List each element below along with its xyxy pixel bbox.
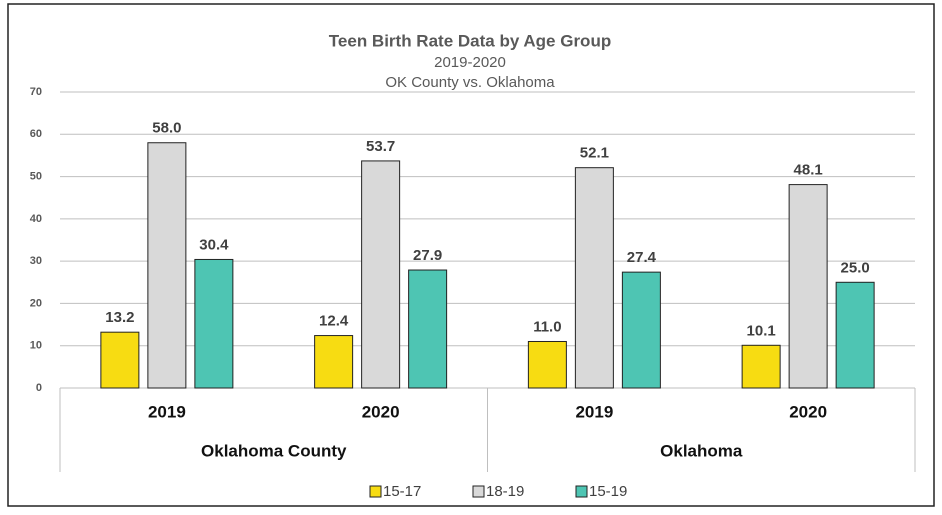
y-tick-label: 0 xyxy=(36,382,42,394)
data-label: 27.4 xyxy=(627,249,657,266)
x-tick-label: 2020 xyxy=(789,402,827,421)
y-tick-label: 60 xyxy=(30,128,42,140)
legend-label: 15-19 xyxy=(589,483,627,500)
bar xyxy=(314,335,354,389)
bar xyxy=(574,167,614,389)
y-tick-label: 10 xyxy=(30,340,42,352)
y-tick-label: 20 xyxy=(30,297,42,309)
data-label: 25.0 xyxy=(841,259,870,276)
chart-title: Teen Birth Rate Data by Age Group xyxy=(329,31,611,50)
data-label: 12.4 xyxy=(319,313,349,330)
legend-swatch xyxy=(369,485,382,498)
bar xyxy=(361,160,401,389)
data-label: 30.4 xyxy=(199,236,229,253)
legend-label: 15-17 xyxy=(383,483,421,500)
bar xyxy=(621,271,661,389)
y-tick-label: 50 xyxy=(30,170,42,182)
data-label: 10.1 xyxy=(747,322,776,339)
legend-swatch xyxy=(472,485,485,498)
bar xyxy=(100,331,140,389)
x-tick-label: 2020 xyxy=(362,402,400,421)
data-label: 48.1 xyxy=(794,162,823,179)
x-tick-label: 2019 xyxy=(575,402,613,421)
chart-subtitle: 2019-2020 xyxy=(434,54,506,71)
group-label: Oklahoma County xyxy=(201,441,347,460)
legend-swatch xyxy=(575,485,588,498)
bar xyxy=(194,258,234,389)
bar xyxy=(835,281,875,389)
bar xyxy=(527,340,567,389)
bar xyxy=(788,184,828,389)
legend-label: 18-19 xyxy=(486,483,524,500)
data-label: 58.0 xyxy=(152,120,181,137)
group-label: Oklahoma xyxy=(660,441,743,460)
data-label: 13.2 xyxy=(105,309,134,326)
bar xyxy=(147,142,187,389)
y-tick-label: 30 xyxy=(30,255,42,267)
y-tick-label: 70 xyxy=(30,86,42,98)
bar xyxy=(741,344,781,389)
x-tick-label: 2019 xyxy=(148,402,186,421)
data-label: 53.7 xyxy=(366,138,395,155)
data-label: 11.0 xyxy=(533,318,561,335)
y-tick-label: 40 xyxy=(30,213,42,225)
data-label: 52.1 xyxy=(580,145,609,162)
bar xyxy=(408,269,448,389)
chart-subtitle: OK County vs. Oklahoma xyxy=(385,74,555,91)
data-label: 27.9 xyxy=(413,247,442,264)
